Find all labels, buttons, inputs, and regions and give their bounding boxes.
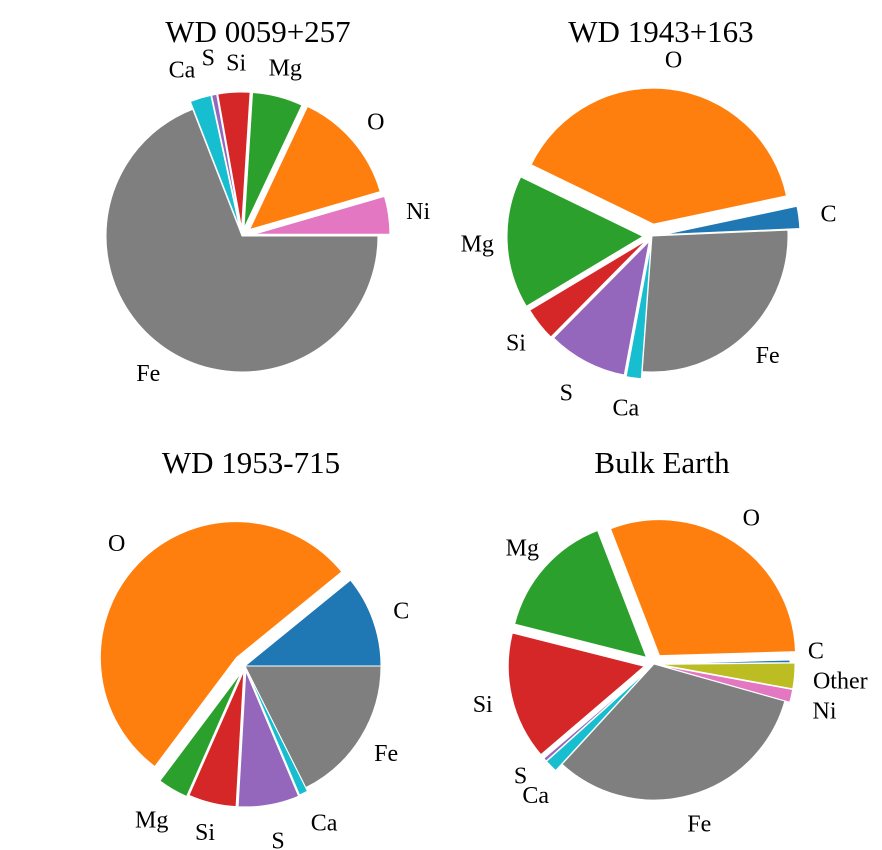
pie-slice-c [663,205,801,235]
pie-slice-o [248,105,381,231]
slice-label-ca: Ca [169,57,196,83]
pie-slice-c [243,579,382,667]
slice-label-s: S [202,45,215,71]
slice-label-fe: Fe [374,741,398,767]
slice-label-mg: Mg [461,232,494,258]
slice-label-mg: Mg [135,807,168,833]
pie-slice-ni [658,664,794,703]
pie-slice-s [543,669,648,762]
slice-label-ca: Ca [311,810,338,836]
pie-slice-ni [253,195,391,235]
slice-label-ni: Ni [812,699,836,725]
chart-title: Bulk Earth [594,445,730,480]
pie-slice-s [552,239,651,376]
slice-label-c: C [808,639,824,665]
pie-slice-s [237,670,300,808]
slice-label-si: Si [195,820,215,846]
pie-chart-bulk-earth: Bulk Earth C O Mg Si SCa Fe Ni Other [473,445,868,838]
pie-slice-fe [641,229,789,373]
slice-label-o: O [108,531,125,557]
pie-slice-o [530,87,788,225]
slice-label-o: O [367,110,384,136]
pie-slice-s [211,93,241,229]
pie-slice-other [658,662,796,690]
slice-label-si: Si [506,331,526,357]
chart-title: WD 0059+257 [165,14,350,49]
pie-slice-ca [246,669,309,796]
slice-label-o: O [743,505,760,531]
slice-label-o: O [665,47,682,73]
pie-slice-ca [189,94,241,229]
pie-slice-o [99,521,343,768]
pie-chart-wd-0059-257: WD 0059+257 Ni O Mg Si SCa Fe [105,14,430,387]
slice-label-c: C [820,202,836,228]
pie-slice-mg [506,176,645,307]
slice-label-si: Si [226,50,246,76]
pie-slice-si [529,239,647,338]
slice-label-si: Si [473,692,493,718]
slice-label-s: S [514,763,527,789]
slice-label-mg: Mg [269,56,302,82]
slice-label-mg: Mg [506,535,539,561]
pie-slice-ca [545,669,648,772]
pie-slice-si [217,91,251,229]
pie-slice-mg [243,91,303,229]
pie-slice-si [188,670,245,808]
pie-chart-wd-1953-715: WD 1953-715 C O Mg Si S Ca Fe [99,445,409,850]
pie-slice-o [609,519,796,657]
slice-label-ni: Ni [406,199,430,225]
slice-label-s: S [271,828,284,850]
pie-slice-si [507,632,646,756]
pie-slice-fe [561,663,786,801]
slice-label-ca: Ca [613,395,640,421]
pie-slice-fe [244,665,382,789]
pie-chart-wd-1943-163: WD 1943+163 C O Mg Si S Ca Fe [461,14,837,421]
slice-label-ca: Ca [522,783,549,809]
slice-label-fe: Fe [136,361,160,387]
pie-slice-ca [625,242,652,380]
pie-slice-fe [105,108,379,373]
slice-label-fe: Fe [687,812,711,838]
pie-slice-mg [159,671,242,798]
slice-label-other: Other [813,669,868,695]
slice-label-s: S [560,380,573,406]
chart-title: WD 1953-715 [162,445,340,480]
pie-slice-mg [514,529,648,659]
chart-title: WD 1943+163 [568,14,753,49]
slice-label-fe: Fe [756,343,780,369]
slice-label-c: C [393,598,409,624]
